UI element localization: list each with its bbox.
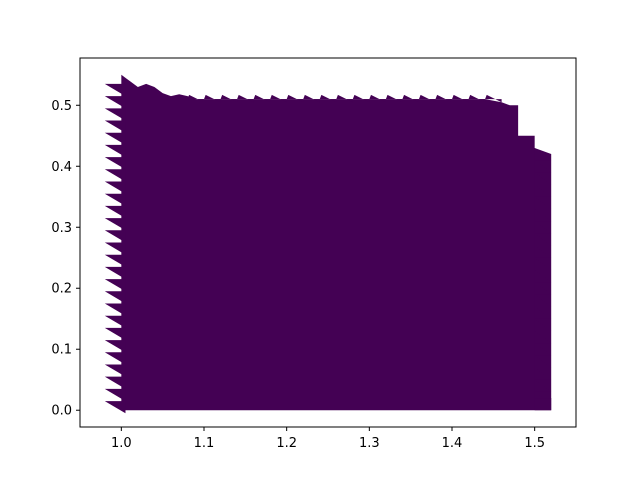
right-sawtooth-tick <box>534 367 552 380</box>
top-sawtooth-tick <box>319 94 337 103</box>
left-sawtooth-tick <box>104 144 126 158</box>
left-sawtooth-tick <box>104 279 126 292</box>
area-fill <box>121 74 552 411</box>
top-sawtooth-tick <box>204 94 221 103</box>
top-sawtooth-tick <box>452 94 469 103</box>
top-sawtooth-tick <box>402 94 419 103</box>
left-sawtooth-tick <box>104 242 126 255</box>
right-sawtooth-tick <box>534 269 552 283</box>
x-tick-label: 1.0 <box>111 436 132 451</box>
x-tick-label: 1.4 <box>442 436 463 451</box>
top-sawtooth-tick <box>253 94 271 103</box>
left-sawtooth-tick <box>104 401 126 414</box>
y-tick-label: 0.5 <box>51 99 72 114</box>
top-sawtooth-tick <box>352 94 370 103</box>
right-sawtooth-tick <box>534 282 552 295</box>
top-sawtooth-tick <box>270 94 287 103</box>
left-sawtooth-tick <box>104 315 126 328</box>
left-sawtooth-tick <box>104 132 126 145</box>
right-sawtooth-tick <box>534 294 552 307</box>
left-sawtooth-tick <box>104 169 126 182</box>
left-sawtooth-tick <box>104 230 126 243</box>
left-sawtooth-tick <box>104 388 126 402</box>
right-sawtooth-tick <box>534 221 552 234</box>
y-tick-label: 0.2 <box>51 282 72 297</box>
right-sawtooth-tick <box>534 160 552 173</box>
right-sawtooth-tick <box>534 257 552 270</box>
top-sawtooth-tick <box>485 94 502 103</box>
corner-tab <box>534 398 552 411</box>
y-tick-label: 0.0 <box>51 404 72 419</box>
y-tick-label: 0.3 <box>51 221 72 236</box>
left-sawtooth-tick <box>104 83 126 97</box>
top-sawtooth-tick <box>286 94 304 103</box>
right-sawtooth-tick <box>534 245 552 258</box>
top-sawtooth-tick <box>385 94 403 103</box>
right-sawtooth-tick <box>534 355 552 368</box>
left-sawtooth-tick <box>104 340 126 353</box>
left-sawtooth-tick <box>104 157 126 170</box>
x-tick-label: 1.1 <box>194 436 215 451</box>
left-sawtooth-tick <box>104 205 126 219</box>
right-sawtooth-tick <box>534 306 552 319</box>
right-sawtooth-tick <box>534 196 552 209</box>
data-layer <box>104 74 552 414</box>
left-sawtooth-tick <box>104 254 126 267</box>
left-sawtooth-tick <box>104 376 126 389</box>
top-sawtooth-tick <box>369 94 386 103</box>
left-sawtooth-tick <box>104 108 126 121</box>
right-sawtooth-tick <box>534 318 552 331</box>
top-sawtooth-tick <box>468 94 486 103</box>
top-sawtooth-tick <box>303 94 320 103</box>
right-sawtooth-tick <box>534 330 552 344</box>
y-tick-label: 0.4 <box>51 160 72 175</box>
right-sawtooth-tick <box>534 184 552 197</box>
top-sawtooth-tick <box>220 94 238 103</box>
x-tick-label: 1.5 <box>524 436 545 451</box>
top-sawtooth-tick <box>435 94 452 103</box>
left-sawtooth-tick <box>104 303 126 316</box>
left-sawtooth-tick <box>104 96 126 109</box>
y-axis: 0.0 0.1 0.2 0.3 0.4 0.5 <box>51 99 80 419</box>
left-sawtooth-tick <box>104 291 126 304</box>
left-sawtooth-tick <box>104 193 126 206</box>
x-axis: 1.0 1.1 1.2 1.3 1.4 1.5 <box>111 427 545 451</box>
top-sawtooth-tick <box>187 94 204 103</box>
right-sawtooth-tick <box>534 208 552 222</box>
y-tick-label: 0.1 <box>51 343 72 358</box>
left-sawtooth-tick <box>104 266 126 280</box>
left-sawtooth-tick <box>104 120 126 133</box>
x-tick-label: 1.2 <box>276 436 297 451</box>
left-sawtooth-tick <box>104 218 126 231</box>
right-sawtooth-tick <box>534 379 552 392</box>
right-sawtooth-tick <box>534 233 552 246</box>
left-sawtooth-tick <box>104 352 126 365</box>
right-sawtooth-tick <box>534 343 552 356</box>
left-sawtooth-tick <box>104 327 126 341</box>
x-tick-label: 1.3 <box>359 436 380 451</box>
top-sawtooth-tick <box>418 94 436 103</box>
top-sawtooth-tick <box>237 94 254 103</box>
left-sawtooth-tick <box>104 181 126 194</box>
axes-frame <box>79 57 577 428</box>
right-sawtooth-tick <box>534 172 552 185</box>
right-sawtooth-tick <box>534 147 552 161</box>
top-sawtooth-tick <box>336 94 353 103</box>
left-sawtooth-tick <box>104 364 126 377</box>
